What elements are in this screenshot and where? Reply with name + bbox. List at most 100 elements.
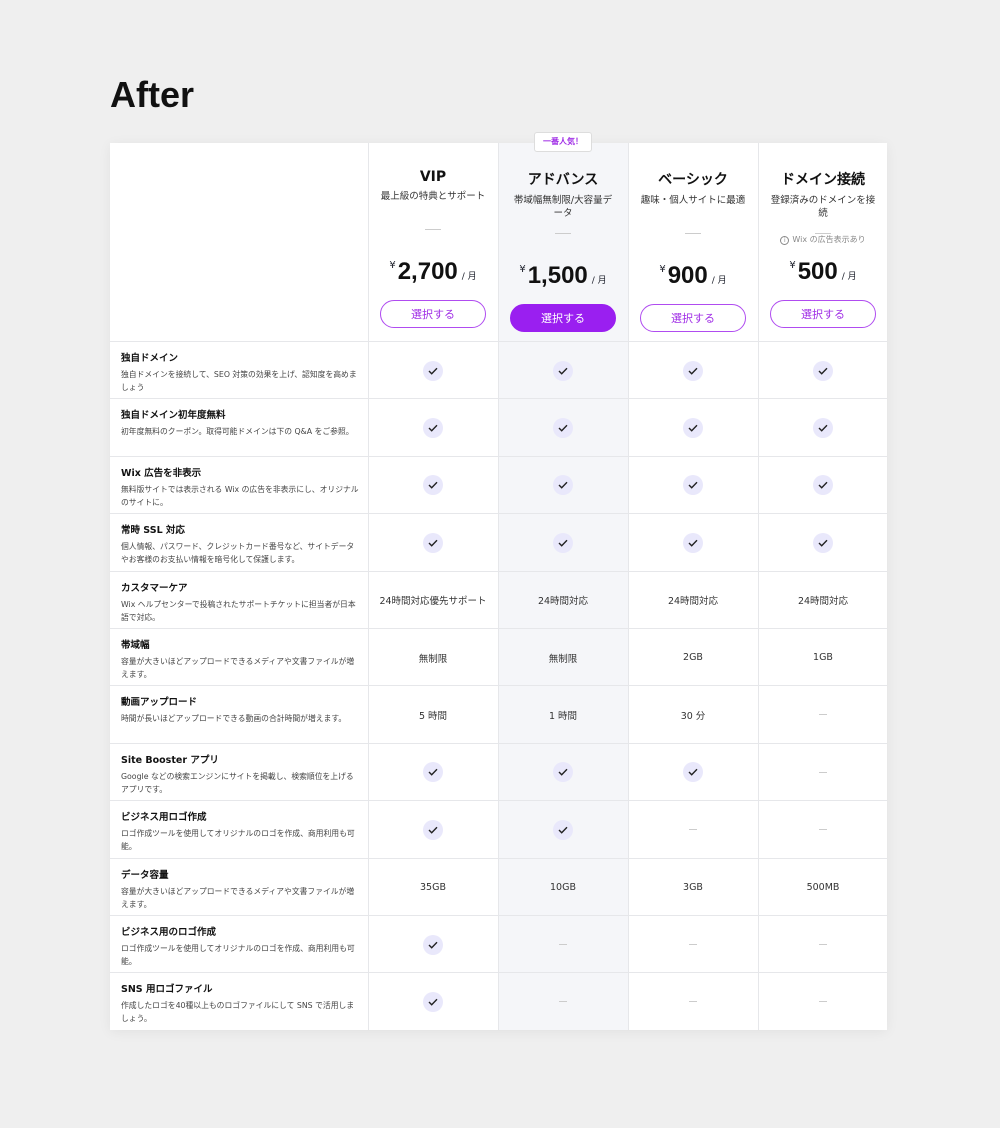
feature-row: 独自ドメイン独自ドメインを接続して、SEO 対策の効果を上げ、認知度を高めましょ…	[110, 341, 887, 398]
select-plan-button[interactable]: 選択する	[510, 304, 616, 332]
check-icon	[553, 360, 573, 381]
plan-price: ¥1,500/ 月	[498, 262, 628, 292]
not-included-dash	[819, 829, 827, 831]
plan-price: ¥900/ 月	[628, 262, 758, 292]
feature-cell: 24時間対応	[758, 572, 888, 629]
pricing-comparison-table: 一番人気！ VIP 最上級の特典とサポート ¥2,700/ 月 選択する アドバン…	[110, 132, 888, 1030]
feature-name: Wix 広告を非表示	[121, 467, 202, 479]
not-included-dash	[689, 1001, 697, 1003]
divider	[685, 233, 701, 234]
check-icon	[683, 762, 703, 783]
feature-cell	[758, 686, 888, 743]
feature-cell: 1GB	[758, 629, 888, 686]
feature-cell: 10GB	[498, 859, 628, 916]
feature-name: 独自ドメイン	[121, 353, 179, 364]
feature-row: 独自ドメイン初年度無料 初年度無料のクーポン。取得可能ドメインは下の Q&A をご…	[110, 398, 887, 455]
feature-name: 常時 SSL 対応	[121, 525, 185, 537]
plan-header: アドバンス 帯域幅無制限/大容量データ ¥1,500/ 月 選択する	[498, 143, 628, 341]
feature-cell: 24時間対応	[498, 572, 628, 629]
most-popular-badge: 一番人気！	[534, 132, 592, 152]
plan-description: 趣味・個人サイトに最適	[640, 195, 746, 206]
check-icon	[813, 360, 833, 381]
check-icon	[423, 475, 443, 496]
price-period: / 月	[591, 276, 607, 286]
feature-description: 無料版サイトでは表示される Wix の広告を非表示にし、オリジナルのサイトに。	[121, 484, 359, 507]
feature-cell	[498, 342, 628, 399]
divider	[815, 233, 831, 234]
page-title: After	[110, 74, 195, 115]
feature-cell	[758, 457, 888, 514]
not-included-dash	[689, 829, 697, 831]
feature-name: 帯域幅	[121, 640, 150, 651]
check-icon	[683, 360, 703, 381]
feature-name: データ容量	[121, 869, 169, 881]
feature-cell	[498, 973, 628, 1030]
feature-description: Wix ヘルプセンターで投稿されたサポートチケットに担当者が日本語で対応。	[121, 599, 356, 622]
ad-note	[498, 238, 628, 248]
select-plan-button[interactable]: 選択する	[770, 300, 876, 328]
feature-value: 10GB	[550, 881, 576, 893]
feature-cell: 無制限	[498, 629, 628, 686]
currency-symbol: ¥	[519, 264, 526, 275]
divider	[425, 229, 441, 230]
feature-row: データ容量容量が大きいほどアップロードできるメディアや文書ファイルが増えます。 3…	[110, 857, 888, 916]
price-amount: 900	[667, 262, 708, 289]
not-included-dash	[819, 944, 827, 945]
feature-row: 動画アップロード 時間が長いほどアップロードできる動画の合計時間が増えます。 5 時…	[110, 685, 887, 742]
feature-cell	[628, 342, 758, 399]
feature-cell: 500MB	[758, 859, 888, 916]
column-divider	[498, 143, 499, 1030]
feature-value: 24時間対応	[667, 596, 719, 608]
feature-description: 時間が長いほどアップロードできる動画の合計時間が増えます。	[121, 714, 347, 724]
feature-cell	[368, 916, 498, 973]
feature-cell	[498, 457, 628, 514]
check-icon	[813, 475, 833, 496]
feature-value: 24時間対応	[537, 596, 589, 608]
plan-name: アドバンス	[527, 172, 599, 188]
price-period: / 月	[461, 272, 477, 282]
check-icon	[683, 417, 703, 438]
feature-cell: 35GB	[368, 859, 498, 916]
not-included-dash	[819, 1001, 827, 1003]
currency-symbol: ¥	[789, 260, 796, 271]
check-icon	[553, 532, 573, 553]
feature-cell	[758, 973, 888, 1030]
feature-row: ビジネス用のロゴ作成 ロゴ作成ツールを使用してオリジナルのロゴを作成、商用利用も…	[110, 915, 887, 972]
feature-cell	[368, 457, 498, 514]
feature-cell	[628, 457, 758, 514]
plan-name: VIP	[419, 169, 447, 185]
check-icon	[683, 475, 703, 496]
feature-cell: 3GB	[628, 859, 758, 916]
feature-name: ビジネス用ロゴ作成	[121, 812, 207, 824]
feature-description: 独自ドメインを接続して、SEO 対策の効果を上げ、認知度を高めましょう	[121, 370, 357, 392]
feature-cell: 2GB	[628, 629, 758, 686]
feature-row: カスタマーケア Wix ヘルプセンターで投稿されたサポートチケットに担当者が日本語…	[110, 570, 888, 629]
feature-value: 24時間対応	[797, 596, 849, 608]
check-icon	[423, 532, 443, 553]
feature-value: 無制限	[548, 653, 578, 665]
feature-description: 容量が大きいほどアップロードできるメディアや文書ファイルが増えます。	[121, 657, 355, 679]
plan-description: 帯域幅無制限/大容量データ	[513, 195, 613, 219]
check-icon	[423, 417, 443, 438]
feature-cell	[368, 514, 498, 571]
plan-header: VIP 最上級の特典とサポート ¥2,700/ 月 選択する	[368, 143, 498, 341]
not-included-dash	[819, 714, 827, 716]
feature-cell	[628, 399, 758, 456]
column-divider	[368, 143, 369, 1030]
plan-description: 最上級の特典とサポート	[380, 191, 486, 202]
price-amount: 2,700	[397, 258, 458, 285]
check-icon	[423, 934, 443, 955]
feature-description: 容量が大きいほどアップロードできるメディアや文書ファイルが増えます。	[121, 886, 355, 909]
ad-note	[628, 238, 758, 248]
select-plan-button[interactable]: 選択する	[640, 304, 746, 332]
feature-value: 24時間対応優先サポート	[379, 596, 487, 608]
select-plan-button[interactable]: 選択する	[380, 300, 486, 328]
feature-value: 35GB	[420, 881, 446, 893]
feature-name: 動画アップロード	[121, 697, 198, 709]
feature-cell	[498, 514, 628, 571]
feature-cell	[498, 916, 628, 973]
check-icon	[813, 417, 833, 438]
price-amount: 1,500	[527, 262, 588, 289]
not-included-dash	[689, 944, 697, 945]
feature-description: 初年度無料のクーポン。取得可能ドメインは下の Q&A をご参照。	[121, 427, 354, 437]
